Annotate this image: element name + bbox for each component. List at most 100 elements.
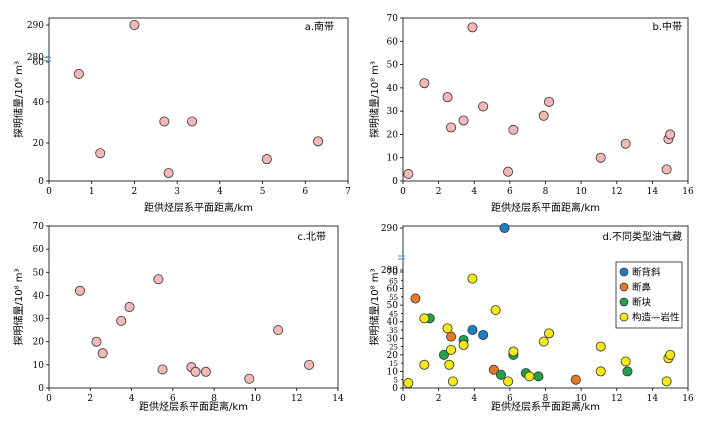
- y-tick-label: 40: [387, 84, 399, 94]
- data-point: [544, 96, 555, 107]
- x-tick-label: 8: [211, 394, 217, 404]
- x-tick-label: 0: [46, 187, 52, 197]
- data-point: [447, 376, 458, 387]
- y-tick-label: 280: [381, 266, 398, 276]
- data-point: [508, 124, 519, 135]
- data-point: [503, 166, 514, 177]
- x-tick-label: 6: [170, 394, 176, 404]
- y-tick-label: 290: [27, 21, 44, 31]
- data-point: [187, 116, 198, 127]
- legend-label: 断块: [632, 297, 652, 309]
- x-tick-label: 4: [129, 394, 135, 404]
- x-tick-label: 10: [575, 394, 587, 404]
- x-axis-label: 距供烃层系平面距离/km: [144, 201, 253, 214]
- data-point: [442, 323, 453, 334]
- data-point: [74, 285, 85, 296]
- y-tick-label: 40: [387, 318, 399, 328]
- x-tick-label: 10: [575, 187, 587, 197]
- x-tick-label: 4: [217, 187, 223, 197]
- x-axis-label: 距供烃层系平面距离/km: [491, 400, 600, 413]
- series-0: [467, 222, 510, 340]
- data-point: [129, 19, 140, 30]
- y-tick-label: 35: [389, 327, 398, 335]
- y-tick-label: 20: [33, 338, 45, 348]
- y-tick-label: 45: [389, 310, 398, 318]
- y-tick-label: 280: [27, 53, 44, 63]
- y-tick-label: 5: [394, 377, 398, 385]
- data-point: [458, 339, 469, 350]
- x-tick-label: 14: [332, 394, 344, 404]
- data-point: [620, 356, 631, 367]
- y-tick-label: 70: [387, 268, 399, 278]
- data-point: [595, 341, 606, 352]
- data-point: [410, 293, 421, 304]
- data-point: [661, 376, 672, 387]
- x-tick-label: 6: [302, 187, 308, 197]
- x-tick-label: 16: [682, 187, 694, 197]
- x-tick-label: 6: [507, 394, 513, 404]
- x-tick-label: 8: [543, 394, 549, 404]
- y-tick-label: 60: [33, 58, 45, 68]
- data-point: [273, 325, 284, 336]
- y-tick-label: 60: [33, 245, 45, 255]
- panel-d: 0 2 4 6 8 10 12 14 16051015202530354045505560657…: [368, 222, 694, 413]
- panel-title: a.南带: [305, 20, 334, 33]
- y-axis-label: 探明储量/10⁸ m³: [12, 61, 25, 138]
- y-tick-label: 70: [33, 222, 45, 232]
- data-point: [419, 78, 430, 89]
- x-tick-label: 3: [174, 187, 180, 197]
- data-point: [490, 305, 501, 316]
- data-point: [444, 359, 455, 370]
- x-tick-label: 0: [400, 187, 406, 197]
- data-point: [313, 136, 324, 147]
- data-point: [570, 374, 581, 385]
- y-tick-label: 20: [33, 139, 45, 149]
- panel-b: 0 2 4 6 8 10 12 14 16 0 10 20 30 40 50 60 70 距供烃层系平面距离/km…: [368, 14, 694, 214]
- data-point: [446, 122, 457, 133]
- data-point: [438, 349, 449, 360]
- x-axis-label: 距供烃层系平面距离/km: [491, 201, 600, 214]
- y-tick-label: 40: [33, 98, 45, 108]
- x-tick-label: 12: [291, 394, 302, 404]
- x-tick-label: 2: [87, 394, 93, 404]
- data-point: [157, 364, 168, 375]
- data-point: [665, 349, 676, 360]
- y-tick-label: 20: [387, 130, 399, 140]
- y-tick-label: 30: [387, 334, 399, 344]
- data-point: [661, 164, 672, 175]
- legend-label: 断背斜: [632, 267, 661, 279]
- panel-c: 0 2 4 6 8 10 12 14 0 10 20 30 40 50 60 70 距供烃层系平面距离/km 探明…: [12, 222, 344, 413]
- y-axis-label: 探明储量/10⁸ m³: [368, 268, 381, 345]
- y-tick-label: 30: [387, 107, 399, 117]
- y-tick-label: 10: [387, 367, 399, 377]
- legend-label: 断鼻: [632, 282, 651, 294]
- x-tick-label: 2: [436, 187, 442, 197]
- y-tick-label: 55: [389, 294, 398, 302]
- legend-marker: [619, 282, 629, 292]
- data-point: [304, 359, 315, 370]
- x-tick-label: 14: [647, 187, 659, 197]
- y-tick-label: 50: [387, 61, 399, 71]
- panel-title: b.中带: [652, 20, 682, 33]
- data-point: [503, 376, 514, 387]
- x-tick-label: 6: [507, 187, 513, 197]
- plot-frame: [48, 225, 339, 389]
- y-tick-label: 0: [38, 177, 44, 187]
- data-point: [620, 138, 631, 149]
- legend-marker: [619, 267, 629, 277]
- x-tick-label: 4: [471, 394, 477, 404]
- data-point: [488, 364, 499, 375]
- y-tick-label: 0: [392, 177, 398, 187]
- y-tick-label: 50: [33, 268, 45, 278]
- data-point: [495, 369, 506, 380]
- legend-label: 构造—岩性: [632, 312, 680, 324]
- data-point: [95, 148, 106, 159]
- series-3: [403, 273, 676, 389]
- data-point: [622, 366, 633, 377]
- data-point: [73, 68, 84, 79]
- data-point: [403, 169, 414, 180]
- data-point: [97, 348, 108, 359]
- x-tick-label: 5: [260, 187, 266, 197]
